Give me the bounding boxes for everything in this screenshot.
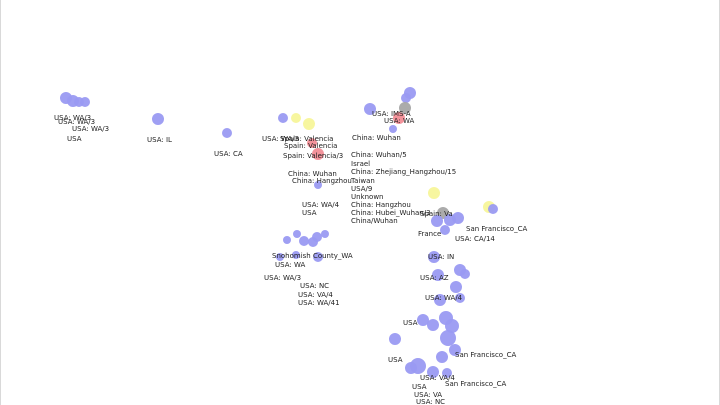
network-node[interactable] xyxy=(389,125,397,133)
node-label: USA: WA xyxy=(275,261,305,269)
network-node[interactable] xyxy=(427,366,439,378)
node-label: USA: AZ xyxy=(420,274,449,282)
network-node[interactable] xyxy=(291,113,301,123)
node-label: France xyxy=(418,230,441,238)
network-node[interactable] xyxy=(405,362,417,374)
node-label: USA: CA/14 xyxy=(455,235,495,243)
node-label: USA xyxy=(412,383,427,391)
node-label: Taiwan xyxy=(350,177,375,185)
network-node[interactable] xyxy=(445,319,459,333)
node-label: China/Wuhan xyxy=(351,217,398,225)
network-node[interactable] xyxy=(292,251,300,259)
node-label: USA/9 xyxy=(351,185,372,193)
network-node[interactable] xyxy=(440,330,456,346)
network-node[interactable] xyxy=(314,181,322,189)
network-node[interactable] xyxy=(283,236,291,244)
network-node[interactable] xyxy=(428,187,440,199)
node-label: USA xyxy=(67,135,82,143)
network-node[interactable] xyxy=(428,251,440,263)
network-node[interactable] xyxy=(303,118,315,130)
nodes-layer xyxy=(60,87,498,378)
node-label: USA: VA/4 xyxy=(298,291,333,299)
node-label: China: Zhejiang_Hangzhou/15 xyxy=(351,168,456,176)
network-node[interactable] xyxy=(431,215,443,227)
network-node[interactable] xyxy=(417,314,429,326)
node-label: Spain: Valencia/3 xyxy=(283,152,343,160)
node-label: China: Wuhan xyxy=(352,134,401,142)
network-node[interactable] xyxy=(307,138,317,148)
node-label: USA xyxy=(403,319,418,327)
network-node[interactable] xyxy=(152,113,164,125)
node-label: USA: WA/3 xyxy=(58,118,95,126)
node-label: USA: WA/3 xyxy=(262,135,299,143)
node-label: San Francisco_CA xyxy=(445,380,506,388)
node-label: Unknown xyxy=(351,193,384,201)
node-label: USA: VA xyxy=(414,391,442,399)
network-node[interactable] xyxy=(434,294,446,306)
network-node[interactable] xyxy=(399,102,411,114)
node-label: USA: WA/4 xyxy=(425,294,463,302)
network-node[interactable] xyxy=(293,230,301,238)
node-label: USA: IN xyxy=(428,253,454,261)
network-node[interactable] xyxy=(427,319,439,331)
node-label: USA: IMS-A xyxy=(372,110,411,118)
node-label: USA: IL xyxy=(147,136,172,144)
node-label: San Francisco_CA xyxy=(455,351,516,359)
node-label: China: Wuhan/5 xyxy=(351,151,407,159)
network-node[interactable] xyxy=(321,230,329,238)
node-label: USA xyxy=(388,356,403,364)
network-node[interactable] xyxy=(393,112,405,124)
network-node[interactable] xyxy=(80,97,90,107)
node-label: USA: WA/41 xyxy=(298,299,340,307)
node-label: China: Hangzhou xyxy=(292,177,352,185)
network-node[interactable] xyxy=(389,333,401,345)
node-label: USA: WA/3 xyxy=(264,274,301,282)
node-label: San Francisco_CA xyxy=(466,225,527,233)
network-node[interactable] xyxy=(312,232,322,242)
network-node[interactable] xyxy=(278,113,288,123)
network-node[interactable] xyxy=(442,368,452,378)
node-label: Israel xyxy=(351,160,370,168)
node-label: USA: WA/3 xyxy=(72,125,109,133)
network-node[interactable] xyxy=(313,252,323,262)
network-node[interactable] xyxy=(488,204,498,214)
network-node[interactable] xyxy=(452,212,464,224)
network-node[interactable] xyxy=(449,344,461,356)
node-label: Snohomish County_WA xyxy=(272,252,353,260)
node-label: Spain: Valencia xyxy=(284,142,337,150)
node-label: USA xyxy=(302,209,317,217)
network-node[interactable] xyxy=(299,236,309,246)
network-node[interactable] xyxy=(432,269,444,281)
node-label: China: Hangzhou xyxy=(351,201,411,209)
node-label: China: Hubei_Wuhan/3 xyxy=(351,209,431,217)
node-label: USA: WA xyxy=(384,117,414,125)
node-label: Spain: Va xyxy=(420,210,453,218)
node-label: China: Wuhan xyxy=(288,170,337,178)
node-label: USA: VA/4 xyxy=(420,374,455,382)
network-node[interactable] xyxy=(450,281,462,293)
network-node[interactable] xyxy=(364,103,376,115)
network-node[interactable] xyxy=(440,225,450,235)
network-node[interactable] xyxy=(455,293,465,303)
network-node[interactable] xyxy=(222,128,232,138)
node-label: USA: WA/4 xyxy=(302,201,340,209)
node-label: USA: NC xyxy=(300,282,329,290)
network-node[interactable] xyxy=(312,148,324,160)
network-node[interactable] xyxy=(436,351,448,363)
node-label: USA: NC xyxy=(416,398,445,405)
network-node[interactable] xyxy=(401,93,411,103)
node-label: USA: WA/3 xyxy=(54,114,91,122)
node-label: USA: CA xyxy=(214,150,243,158)
network-node[interactable] xyxy=(460,269,470,279)
network-node[interactable] xyxy=(276,253,284,261)
node-label: Spain: Valencia xyxy=(280,135,333,143)
